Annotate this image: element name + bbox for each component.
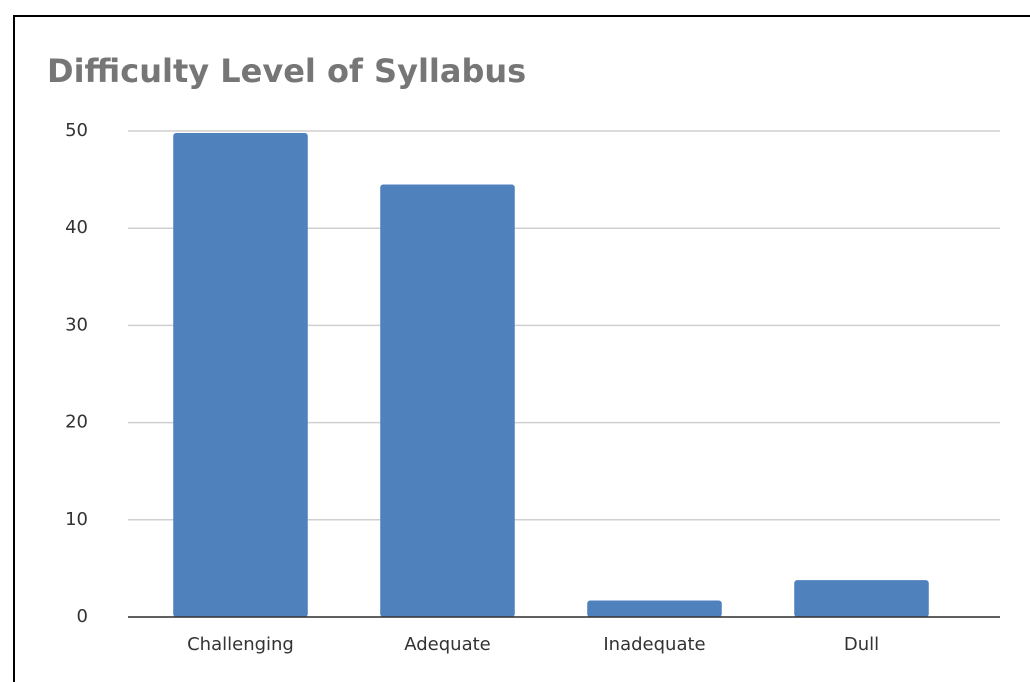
- chart-title: Difficulty Level of Syllabus: [47, 52, 526, 90]
- x-tick-label: Inadequate: [603, 634, 705, 655]
- y-tick-label: 0: [77, 606, 88, 627]
- y-tick-label: 20: [65, 412, 88, 433]
- bar: [794, 580, 929, 617]
- x-tick-label: Adequate: [404, 634, 491, 655]
- y-tick-label: 10: [65, 509, 88, 530]
- bar: [587, 600, 722, 617]
- bar: [380, 184, 515, 617]
- y-tick-label: 30: [65, 314, 88, 335]
- y-tick-label: 40: [65, 217, 88, 238]
- bar: [173, 132, 308, 617]
- x-tick-label: Challenging: [187, 634, 294, 655]
- x-tick-label: Dull: [844, 634, 879, 655]
- y-tick-label: 50: [65, 120, 88, 141]
